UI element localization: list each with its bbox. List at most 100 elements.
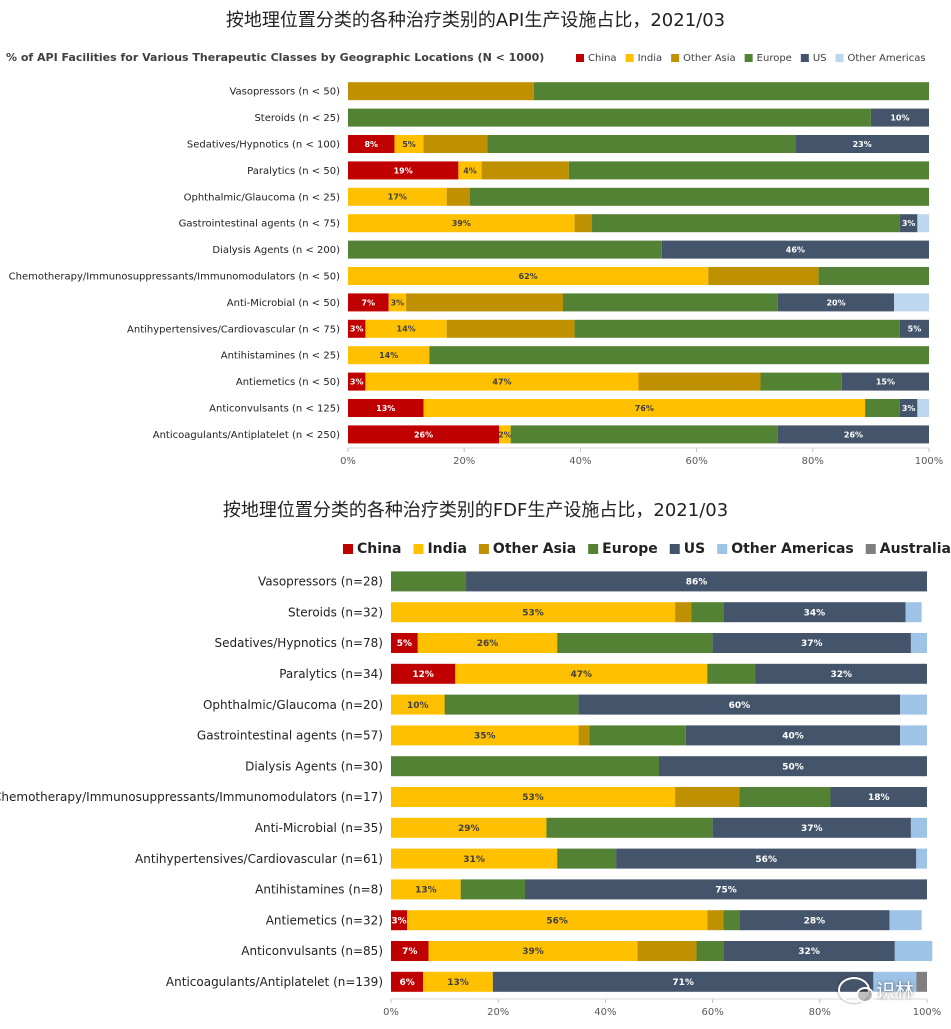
data-label: 20% bbox=[826, 298, 845, 307]
category-label: Chemotherapy/Immunosuppressants/Immunomo… bbox=[9, 272, 340, 283]
data-label: 14% bbox=[397, 325, 416, 334]
bar-segment bbox=[492, 971, 874, 992]
data-label: 10% bbox=[890, 113, 909, 122]
category-label: Anticonvulsants (n=85) bbox=[241, 944, 383, 958]
x-tick-label: 20% bbox=[487, 1007, 509, 1018]
data-label: 39% bbox=[452, 219, 471, 228]
bar-segment bbox=[899, 319, 929, 338]
bar-segment bbox=[348, 425, 500, 444]
bar-segment bbox=[348, 135, 395, 153]
bar-segment bbox=[723, 910, 740, 931]
bar-segment bbox=[348, 240, 662, 259]
bar-segment bbox=[917, 214, 929, 233]
bar-segment bbox=[348, 293, 389, 312]
bar-segment bbox=[841, 372, 929, 391]
data-label: 75% bbox=[715, 886, 737, 896]
legend-label-0: China bbox=[357, 541, 401, 557]
x-tick-label: 0% bbox=[340, 456, 356, 467]
data-label: 3% bbox=[391, 298, 405, 307]
category-label: Gastrointestinal agents (n=57) bbox=[197, 729, 383, 743]
bar-segment bbox=[910, 817, 927, 838]
legend-swatch-1 bbox=[413, 544, 424, 554]
legend-swatch-3 bbox=[588, 544, 599, 554]
category-label: Antiemetics (n=32) bbox=[266, 913, 383, 927]
legend-label-3: Europe bbox=[757, 53, 792, 64]
bar-segment bbox=[348, 399, 424, 417]
bar-segment bbox=[723, 602, 906, 623]
x-tick-label: 40% bbox=[569, 456, 591, 467]
legend-label-1: India bbox=[427, 541, 466, 557]
bar-segment bbox=[348, 319, 366, 338]
bar-segment bbox=[568, 161, 929, 180]
bar-segment bbox=[707, 663, 756, 684]
legend-swatch-0 bbox=[343, 544, 353, 554]
category-label: Vasopressors (n < 50) bbox=[229, 87, 340, 98]
category-label: Anticonvulsants (n < 125) bbox=[209, 404, 340, 415]
legend-swatch-3 bbox=[744, 54, 753, 62]
category-label: Antihypertensives/Cardiovascular (n < 75… bbox=[127, 324, 340, 335]
bar-segment bbox=[391, 602, 676, 623]
legend-label-6: Australia bbox=[880, 541, 951, 557]
data-label: 7% bbox=[362, 298, 376, 307]
watermark-text: 识林 bbox=[876, 980, 915, 1002]
data-label: 2% bbox=[498, 430, 512, 439]
data-label: 86% bbox=[686, 578, 708, 588]
legend-swatch-2 bbox=[478, 544, 489, 554]
data-label: 23% bbox=[853, 140, 872, 149]
category-label: Paralytics (n < 50) bbox=[247, 166, 340, 177]
data-label: 37% bbox=[801, 639, 823, 649]
data-label: 28% bbox=[804, 916, 826, 926]
bar-segment bbox=[562, 293, 778, 312]
legend-label-2: Other Asia bbox=[493, 541, 576, 557]
data-label: 5% bbox=[402, 140, 416, 149]
bar-segment bbox=[589, 725, 686, 746]
category-label: Antihistamines (n=8) bbox=[255, 883, 383, 897]
data-label: 47% bbox=[571, 670, 593, 680]
bar-segment bbox=[525, 879, 927, 900]
x-tick-label: 100% bbox=[915, 456, 944, 467]
data-label: 35% bbox=[474, 732, 496, 742]
data-label: 40% bbox=[782, 732, 804, 742]
bar-segment bbox=[894, 293, 929, 312]
bar-segment bbox=[391, 663, 456, 684]
bar-segment bbox=[691, 602, 724, 623]
legend-label-1: India bbox=[638, 53, 663, 64]
bar-segment bbox=[348, 372, 366, 391]
legend-swatch-4 bbox=[669, 544, 680, 554]
bar-segment bbox=[818, 267, 929, 285]
bar-segment bbox=[406, 293, 563, 312]
data-label: 50% bbox=[782, 762, 804, 772]
data-label: 19% bbox=[394, 166, 413, 175]
data-label: 37% bbox=[801, 824, 823, 834]
category-label: Ophthalmic/Glaucoma (n < 25) bbox=[184, 192, 340, 203]
data-label: 3% bbox=[902, 219, 916, 228]
category-label: Vasopressors (n=28) bbox=[258, 575, 383, 589]
data-label: 32% bbox=[798, 947, 820, 957]
category-label: Anti-Microbial (n < 50) bbox=[227, 298, 340, 309]
data-label: 29% bbox=[458, 824, 480, 834]
data-label: 5% bbox=[397, 639, 412, 649]
bar-segment bbox=[865, 399, 900, 417]
bar-segment bbox=[917, 399, 929, 417]
bar-segment bbox=[510, 425, 778, 444]
bar-segment bbox=[394, 135, 424, 153]
data-label: 56% bbox=[755, 855, 777, 865]
category-label: Antihypertensives/Cardiovascular (n=61) bbox=[135, 852, 383, 866]
bar-segment bbox=[574, 319, 900, 338]
bar-segment bbox=[910, 633, 927, 653]
bar-segment bbox=[899, 214, 918, 233]
bar-segment bbox=[348, 346, 430, 365]
data-label: 26% bbox=[414, 430, 433, 439]
bar-segment bbox=[708, 267, 819, 285]
bar-segment bbox=[391, 941, 429, 961]
bar-segment bbox=[830, 787, 927, 807]
category-label: Chemotherapy/Immunosuppressants/Immunomo… bbox=[0, 790, 383, 804]
legend-label-4: US bbox=[813, 53, 827, 64]
bar-segment bbox=[557, 848, 617, 869]
legend-swatch-2 bbox=[671, 54, 680, 62]
x-tick-label: 20% bbox=[453, 456, 475, 467]
bar-segment bbox=[760, 372, 842, 391]
bar-segment bbox=[423, 399, 866, 417]
data-label: 34% bbox=[804, 608, 826, 618]
x-tick-label: 80% bbox=[809, 1007, 831, 1018]
